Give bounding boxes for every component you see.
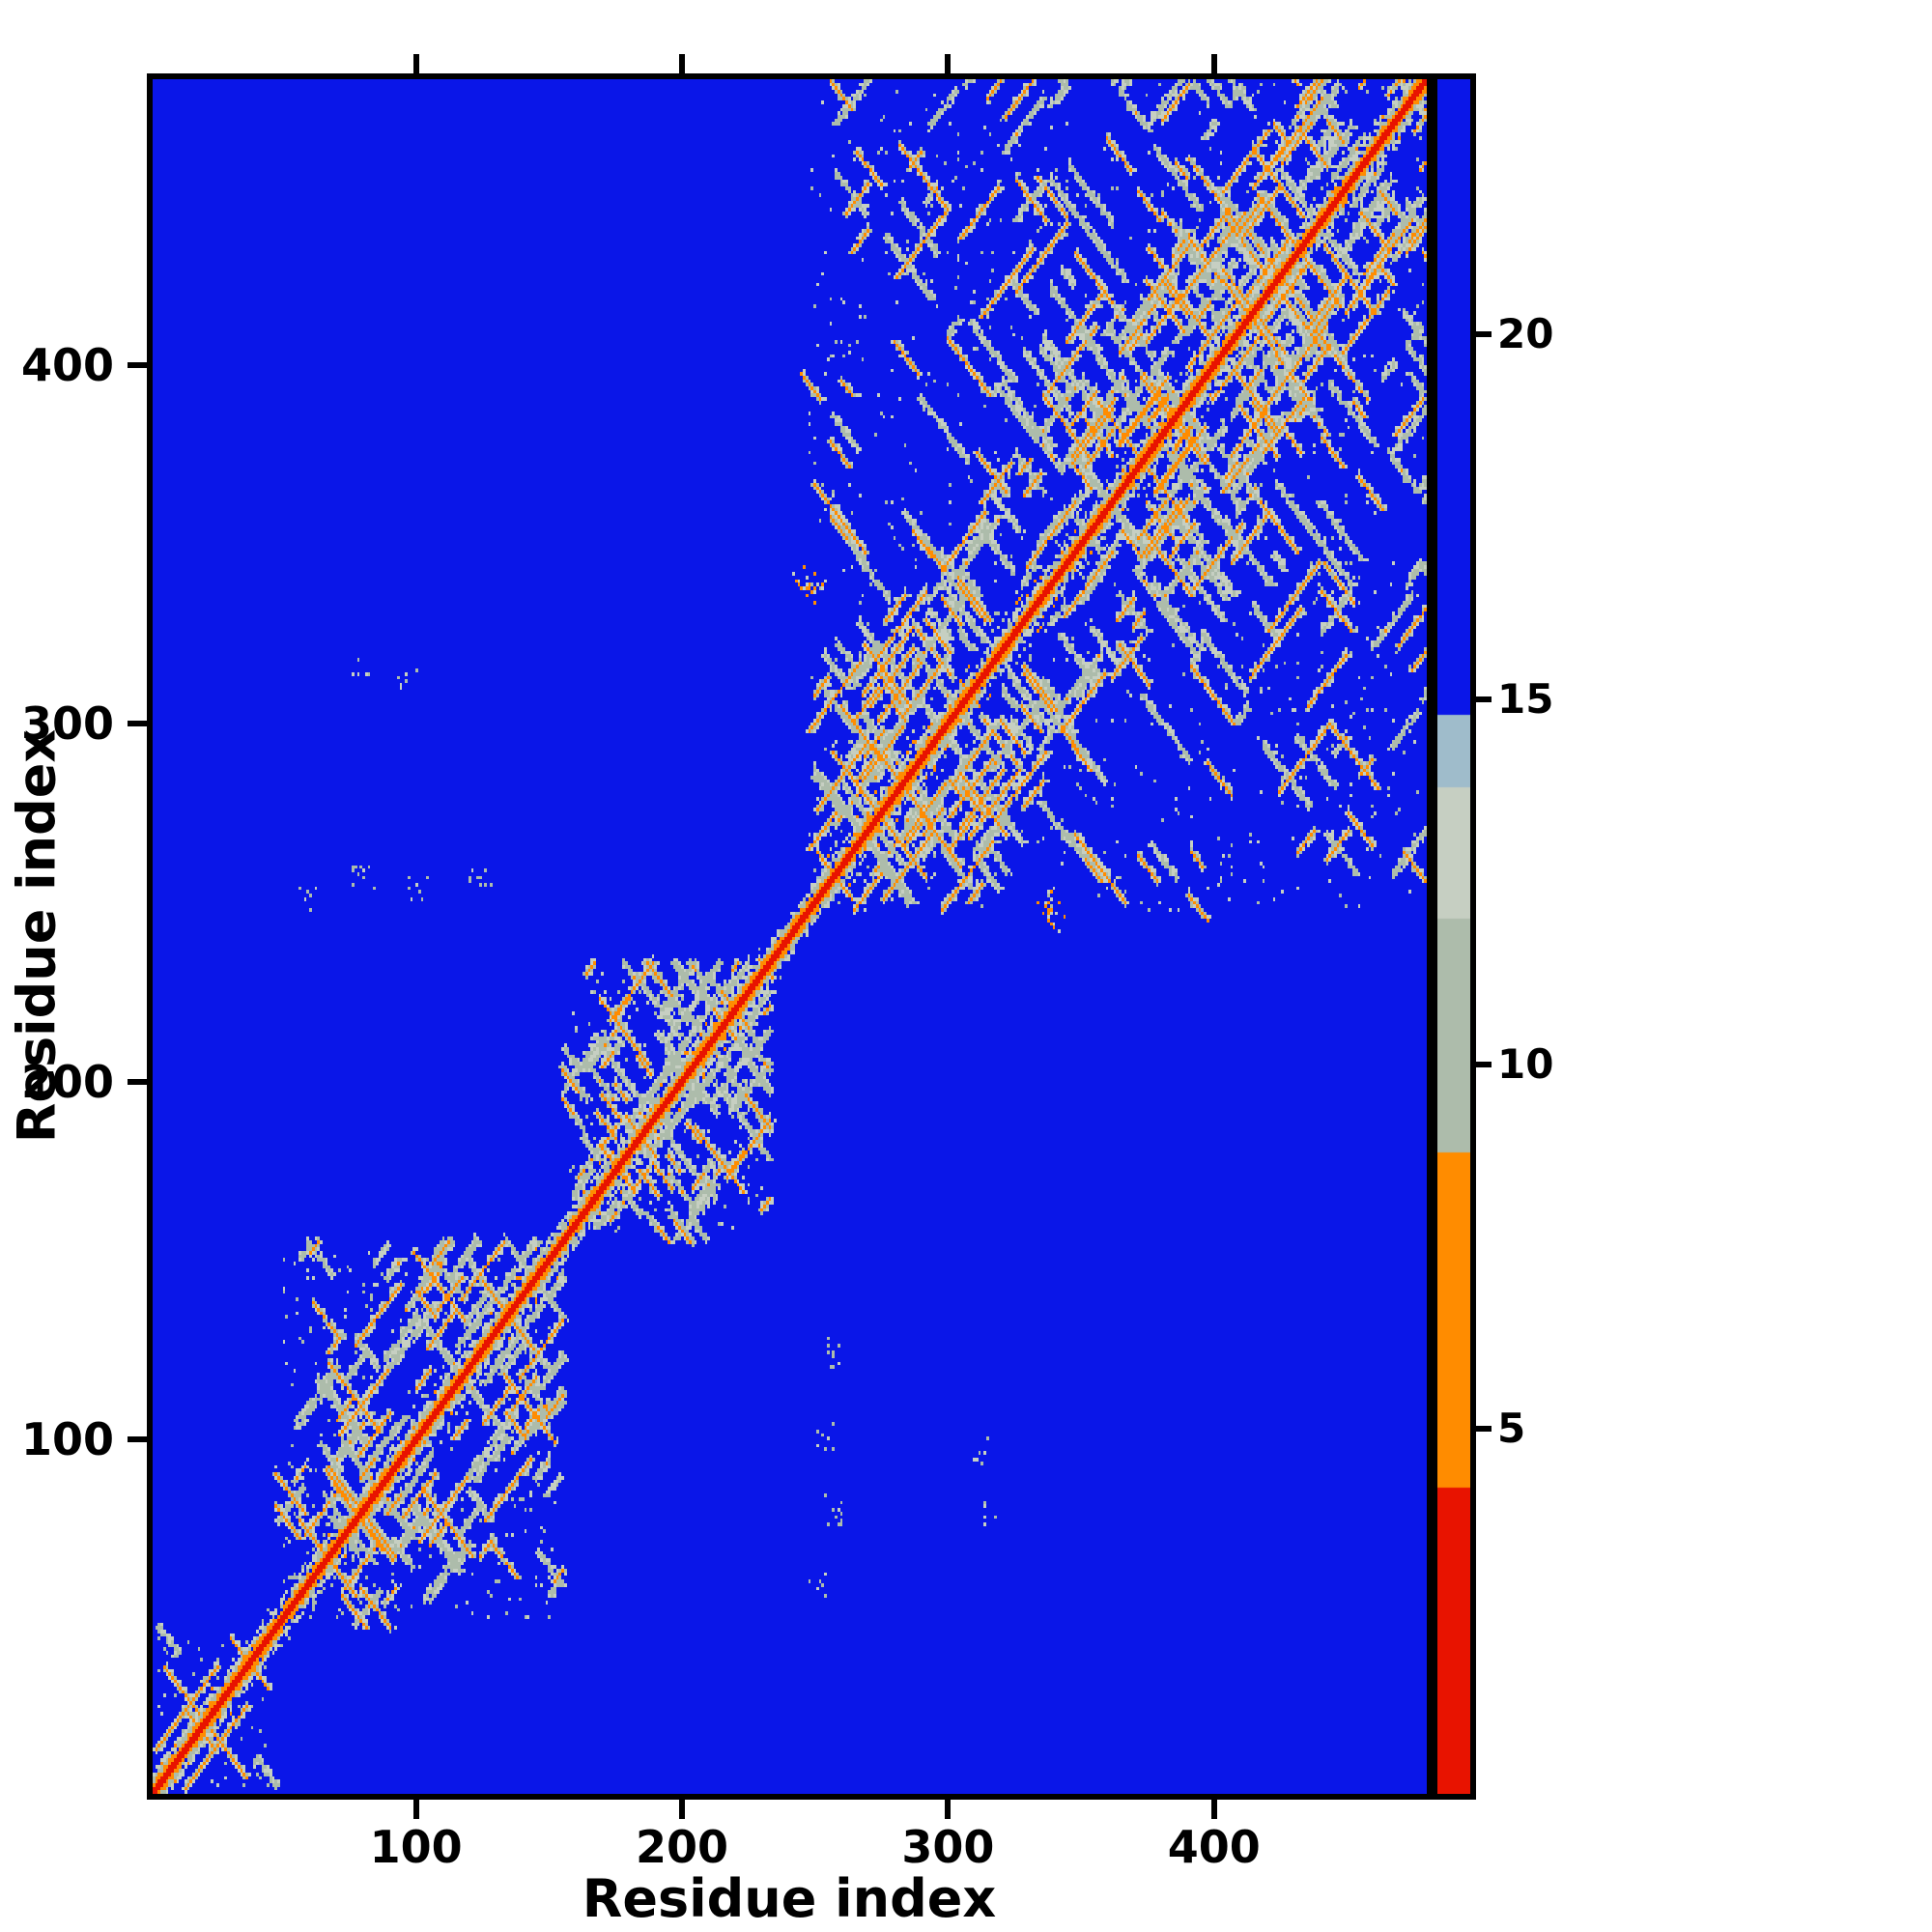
colorbar-tick-label: 10 [1497, 1039, 1554, 1088]
heatmap-canvas [153, 79, 1427, 1794]
colorbar-tick-mark [1476, 696, 1492, 703]
y-tick-label: 400 [20, 339, 114, 392]
x-tick-mark-top [412, 54, 419, 73]
y-tick-mark [128, 362, 147, 369]
colorbar-tick-label: 5 [1497, 1405, 1526, 1453]
x-tick-mark [412, 1800, 419, 1819]
y-tick-mark [128, 1436, 147, 1443]
colorbar [1432, 73, 1476, 1800]
x-tick-label: 200 [635, 1821, 728, 1873]
colorbar-tick-label: 15 [1497, 675, 1554, 724]
y-tick-mark [128, 1078, 147, 1085]
colorbar-tick-mark [1476, 1426, 1492, 1433]
colorbar-tick-label: 20 [1497, 310, 1554, 358]
x-tick-label: 300 [901, 1821, 995, 1873]
y-tick-mark [128, 721, 147, 726]
colorbar-canvas [1437, 79, 1470, 1794]
x-tick-mark-top [678, 54, 685, 73]
x-axis-label: Residue index [582, 1868, 997, 1929]
x-tick-mark-top [1210, 54, 1217, 73]
x-tick-mark [1210, 1800, 1217, 1819]
y-tick-label: 100 [20, 1413, 114, 1466]
x-tick-label: 100 [369, 1821, 463, 1873]
colorbar-tick-mark [1476, 331, 1492, 338]
colorbar-tick-mark [1476, 1061, 1492, 1067]
x-tick-label: 400 [1167, 1821, 1261, 1873]
y-tick-label: 200 [20, 1055, 114, 1108]
x-tick-mark [945, 1800, 952, 1819]
heatmap-plot [147, 73, 1433, 1800]
x-tick-mark [678, 1800, 685, 1819]
y-tick-label: 300 [20, 697, 114, 750]
x-tick-mark-top [945, 54, 952, 73]
